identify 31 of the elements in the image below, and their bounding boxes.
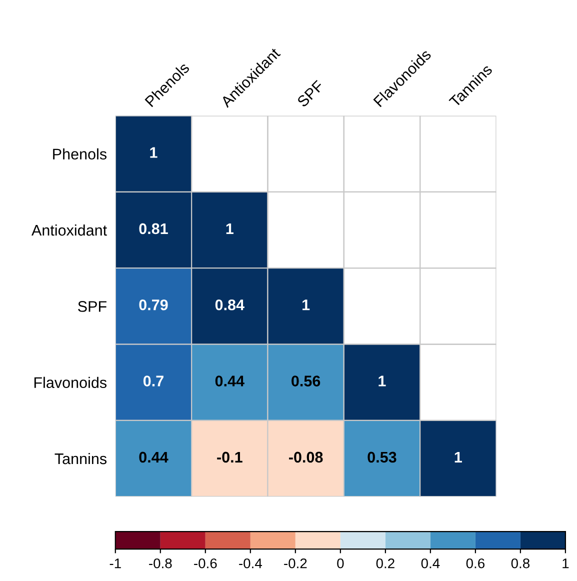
data-label: 0.53 bbox=[368, 452, 396, 463]
color-bar-label: -0.6 bbox=[194, 558, 217, 568]
color-bar-label: 0.4 bbox=[421, 558, 440, 568]
data-label: 1 bbox=[454, 452, 462, 462]
data-label: 1 bbox=[378, 376, 386, 386]
color-bar-label: 0.2 bbox=[376, 558, 394, 568]
color-bar-label: 0 bbox=[337, 558, 344, 568]
data-label: 0.7 bbox=[143, 376, 164, 386]
data-label: 0.44 bbox=[215, 376, 244, 386]
data-label: 1 bbox=[226, 223, 234, 234]
data-label: 1 bbox=[302, 300, 310, 310]
color-bar-label: -0.4 bbox=[239, 558, 262, 568]
y-tick-label: Phenols bbox=[53, 148, 107, 160]
data-label: 0.56 bbox=[292, 376, 320, 386]
color-bar-label: -0.8 bbox=[149, 558, 172, 568]
data-label: 0.84 bbox=[215, 299, 244, 310]
color-bar-label: 1 bbox=[562, 558, 569, 568]
data-label: -0.08 bbox=[288, 452, 323, 463]
color-bar-label: -0.2 bbox=[284, 558, 307, 568]
color-bar-label: 0.8 bbox=[511, 558, 530, 568]
data-label: 0.79 bbox=[139, 299, 168, 310]
color-bar-label: -1 bbox=[110, 558, 121, 568]
data-label: 0.44 bbox=[139, 452, 168, 463]
y-tick-label: Flavonoids bbox=[34, 376, 107, 388]
data-label: 1 bbox=[150, 147, 158, 158]
data-label: -0.1 bbox=[217, 452, 242, 463]
y-tick-label: SPF bbox=[78, 301, 106, 312]
y-tick-label: Tannins bbox=[54, 452, 107, 464]
data-label: 0.81 bbox=[139, 223, 168, 234]
y-tick-label: Antioxidant bbox=[32, 224, 107, 236]
color-bar-label: 0.6 bbox=[466, 558, 484, 568]
